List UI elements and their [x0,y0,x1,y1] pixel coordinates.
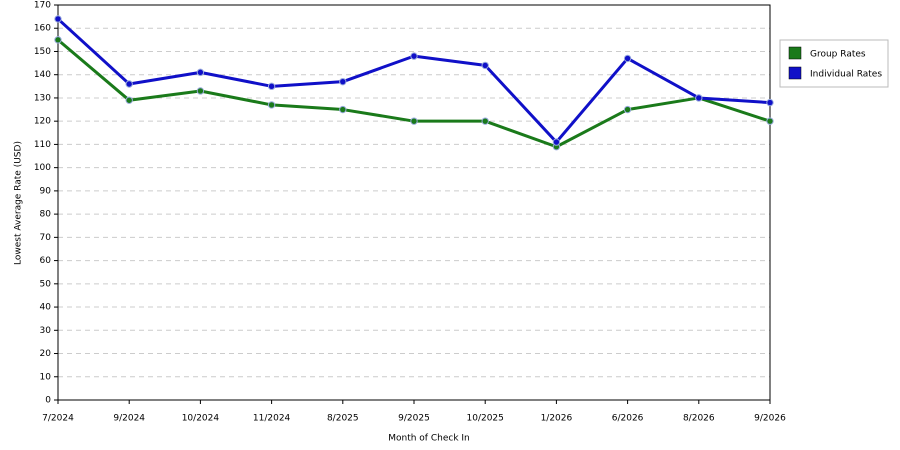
y-tick-label: 110 [34,140,51,150]
y-tick-label: 30 [40,326,52,336]
x-tick-label: 6/2026 [612,414,644,424]
x-tick-label: 8/2026 [683,414,715,424]
legend-swatch [788,66,802,80]
y-tick-label: 10 [40,372,52,382]
plot-frame [57,4,771,401]
point [196,87,205,95]
x-tick-label: 1/2026 [541,414,573,424]
x-tick-label: 10/2025 [467,414,504,424]
point [410,117,418,125]
point [54,36,62,44]
legend-swatch [788,46,802,60]
point [481,61,489,70]
y-tick-label: 40 [40,303,52,313]
x-tick-label: 8/2025 [327,414,359,424]
point [623,105,632,114]
y-tick-label: 160 [34,24,51,34]
y-tick-label: 70 [40,233,52,243]
y-tick-label: 100 [34,163,51,173]
point [339,105,347,114]
y-tick-label: 0 [45,396,51,406]
x-tick-label: 7/2024 [42,414,74,424]
y-axis-label: Lowest Average Rate (USD) [14,141,24,265]
y-tick-label: 140 [34,70,51,80]
point [339,77,347,86]
point [267,82,276,91]
y-tick-label: 50 [40,279,52,289]
y-tick-label: 130 [34,93,51,103]
point [125,96,133,104]
y-tick-label: 60 [40,256,52,266]
point [766,98,774,107]
y-tick-label: 80 [40,210,52,220]
point [695,94,703,102]
x-tick-label: 11/2024 [253,414,291,424]
y-tick-label: 120 [34,117,51,127]
y-tick-label: 170 [34,1,51,11]
x-tick-label: 9/2025 [398,414,430,424]
point [623,54,632,63]
x-axis-label: Month of Check In [388,434,470,444]
point [766,117,774,125]
point [552,138,561,146]
legend-label: Individual Rates [810,70,882,80]
x-tick-label: 10/2024 [182,414,220,424]
point [196,68,205,77]
y-tick-label: 90 [40,186,52,196]
y-tick-label: 20 [40,349,52,359]
point [125,80,133,88]
x-tick-label: 9/2024 [113,414,145,424]
point [54,15,62,23]
y-tick-label: 150 [34,47,51,57]
point [410,52,418,60]
x-tick-label: 9/2026 [754,414,786,424]
point [481,117,489,125]
point [267,101,276,109]
legend-label: Group Rates [810,50,866,60]
